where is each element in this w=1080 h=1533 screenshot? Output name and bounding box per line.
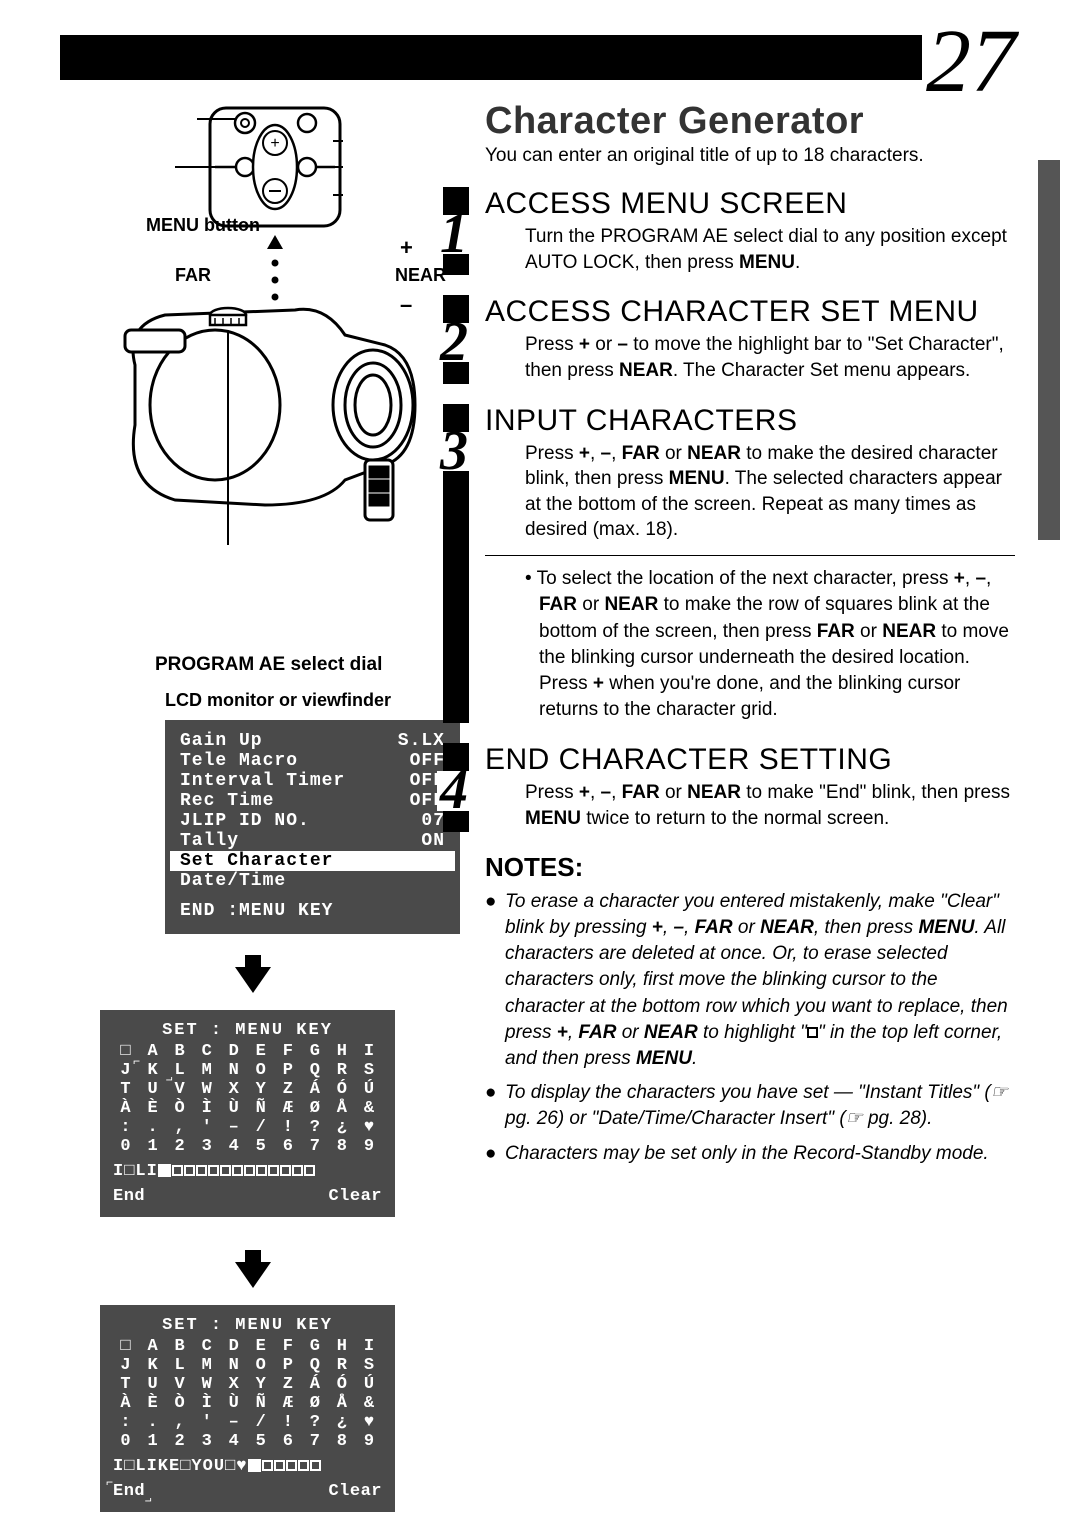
far-label: FAR: [175, 265, 211, 286]
page-header-bar: [60, 35, 1020, 80]
page-number: 27: [922, 10, 1020, 113]
notes-list: To erase a character you entered mistake…: [485, 889, 1015, 1167]
menu-screen: Gain UpS.LX Tele MacroOFF Interval Timer…: [165, 720, 460, 934]
notes-heading: NOTES:: [485, 852, 1015, 883]
menu-button-label: MENU button: [130, 215, 260, 236]
step: 4 END CHARACTER SETTING Press +, –, FAR …: [485, 743, 1015, 831]
charset-screen-2: SET : MENU KEY □ABCDEFGHIJKLMNOPQRSTUVWX…: [100, 1305, 395, 1512]
step: 3 INPUT CHARACTERS Press +, –, FAR or NE…: [485, 404, 1015, 724]
tab-edge: [1038, 160, 1060, 540]
camera-diagram: +: [65, 105, 425, 545]
step: 2 ACCESS CHARACTER SET MENU Press + or –…: [485, 295, 1015, 383]
plus-label: +: [400, 235, 413, 261]
charset-screen-1: SET : MENU KEY □ABCDEFGHIJKLMNOPQRSTUVWX…: [100, 1010, 395, 1217]
section-title: Character Generator: [485, 100, 1015, 143]
lcd-monitor-label: LCD monitor or viewfinder: [165, 690, 391, 711]
step: 1 ACCESS MENU SCREEN Turn the PROGRAM AE…: [485, 187, 1015, 275]
minus-label: –: [400, 292, 412, 318]
near-label: NEAR: [395, 265, 446, 286]
intro-text: You can enter an original title of up to…: [485, 145, 1015, 167]
svg-text:+: +: [270, 135, 279, 152]
program-ae-label: PROGRAM AE select dial: [155, 654, 382, 676]
